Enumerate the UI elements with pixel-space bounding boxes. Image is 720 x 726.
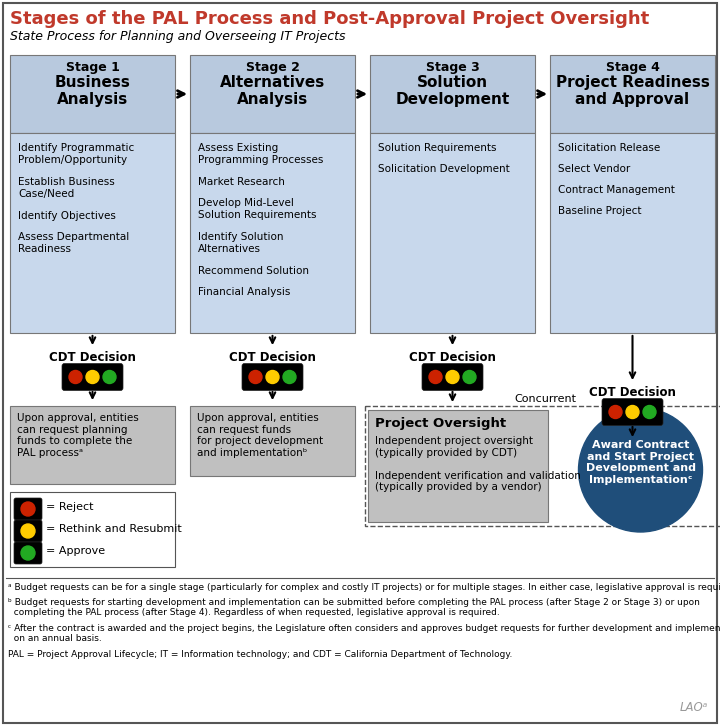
Text: Baseline Project: Baseline Project (558, 206, 642, 216)
Text: Concurrent: Concurrent (514, 394, 576, 404)
Bar (550, 55, 715, 133)
Text: Develop Mid-Level
Solution Requirements: Develop Mid-Level Solution Requirements (198, 198, 317, 219)
Text: Financial Analysis: Financial Analysis (198, 287, 290, 297)
Text: = Reject: = Reject (46, 502, 94, 512)
Text: PAL = Project Approval Lifecycle; IT = Information technology; and CDT = Califor: PAL = Project Approval Lifecycle; IT = I… (8, 650, 513, 659)
Text: Assess Existing
Programming Processes: Assess Existing Programming Processes (198, 143, 323, 165)
Text: Stage 2: Stage 2 (246, 61, 300, 74)
Circle shape (283, 370, 296, 383)
Circle shape (249, 370, 262, 383)
Circle shape (463, 370, 476, 383)
Text: Award Contract
and Start Project
Development and
Implementationᶜ: Award Contract and Start Project Develop… (585, 440, 696, 485)
Circle shape (69, 370, 82, 383)
Bar (190, 406, 355, 476)
Text: State Process for Planning and Overseeing IT Projects: State Process for Planning and Overseein… (10, 30, 346, 43)
Text: Solicitation Release: Solicitation Release (558, 143, 660, 153)
Text: Solution
Development: Solution Development (395, 75, 510, 107)
Text: Stages of the PAL Process and Post-Approval Project Oversight: Stages of the PAL Process and Post-Appro… (10, 10, 649, 28)
FancyBboxPatch shape (422, 364, 483, 391)
Bar (10, 492, 175, 567)
Circle shape (21, 502, 35, 516)
Text: Alternatives
Analysis: Alternatives Analysis (220, 75, 325, 107)
Bar (370, 55, 535, 133)
Text: Project Readiness
and Approval: Project Readiness and Approval (556, 75, 709, 107)
Circle shape (626, 406, 639, 418)
Text: Contract Management: Contract Management (558, 185, 675, 195)
Text: CDT Decision: CDT Decision (589, 386, 676, 399)
Text: Recommend Solution: Recommend Solution (198, 266, 309, 276)
Text: Upon approval, entities
can request funds
for project development
and implementa: Upon approval, entities can request fund… (197, 413, 323, 458)
Text: Solicitation Development: Solicitation Development (378, 164, 510, 174)
Text: Stage 1: Stage 1 (66, 61, 120, 74)
Circle shape (86, 370, 99, 383)
FancyBboxPatch shape (14, 498, 42, 520)
Circle shape (103, 370, 116, 383)
Text: Select Vendor: Select Vendor (558, 164, 630, 174)
Circle shape (609, 406, 622, 418)
Text: Independent project oversight
(typically provided by CDT)

Independent verificat: Independent project oversight (typically… (375, 436, 581, 492)
Circle shape (446, 370, 459, 383)
Text: Stage 4: Stage 4 (606, 61, 660, 74)
Text: Stage 3: Stage 3 (426, 61, 480, 74)
Circle shape (578, 408, 703, 532)
Text: Project Oversight: Project Oversight (375, 417, 506, 430)
Bar (368, 410, 548, 522)
Bar (365, 406, 720, 526)
Bar (10, 406, 175, 484)
Text: CDT Decision: CDT Decision (229, 351, 316, 364)
Circle shape (643, 406, 656, 418)
Text: ᵇ Budget requests for starting development and implementation can be submitted b: ᵇ Budget requests for starting developme… (8, 598, 700, 617)
Text: ᶜ After the contract is awarded and the project begins, the Legislature often co: ᶜ After the contract is awarded and the … (8, 624, 720, 643)
Text: Solution Requirements: Solution Requirements (378, 143, 497, 153)
Text: Establish Business
Case/Need: Establish Business Case/Need (18, 177, 114, 199)
Circle shape (266, 370, 279, 383)
Text: = Rethink and Resubmit: = Rethink and Resubmit (46, 524, 181, 534)
Bar (190, 133, 355, 333)
Text: = Approve: = Approve (46, 546, 105, 556)
Text: Identify Solution
Alternatives: Identify Solution Alternatives (198, 232, 284, 253)
Bar (10, 133, 175, 333)
Bar (190, 55, 355, 133)
Text: CDT Decision: CDT Decision (409, 351, 496, 364)
Text: Upon approval, entities
can request planning
funds to complete the
PAL processᵃ: Upon approval, entities can request plan… (17, 413, 139, 458)
Circle shape (21, 546, 35, 560)
Text: Identify Objectives: Identify Objectives (18, 211, 116, 221)
Text: ᵃ Budget requests can be for a single stage (particularly for complex and costly: ᵃ Budget requests can be for a single st… (8, 583, 720, 592)
FancyBboxPatch shape (602, 399, 663, 425)
Text: Market Research: Market Research (198, 177, 285, 187)
FancyBboxPatch shape (242, 364, 303, 391)
Text: Business
Analysis: Business Analysis (55, 75, 130, 107)
FancyBboxPatch shape (14, 520, 42, 542)
Text: Identify Programmatic
Problem/Opportunity: Identify Programmatic Problem/Opportunit… (18, 143, 134, 165)
Circle shape (21, 524, 35, 538)
Text: LAOᵃ: LAOᵃ (680, 701, 708, 714)
FancyBboxPatch shape (62, 364, 123, 391)
Bar (550, 133, 715, 333)
FancyBboxPatch shape (14, 542, 42, 564)
Circle shape (429, 370, 442, 383)
Text: Assess Departmental
Readiness: Assess Departmental Readiness (18, 232, 130, 253)
Bar (10, 55, 175, 133)
Text: CDT Decision: CDT Decision (49, 351, 136, 364)
Bar (370, 133, 535, 333)
